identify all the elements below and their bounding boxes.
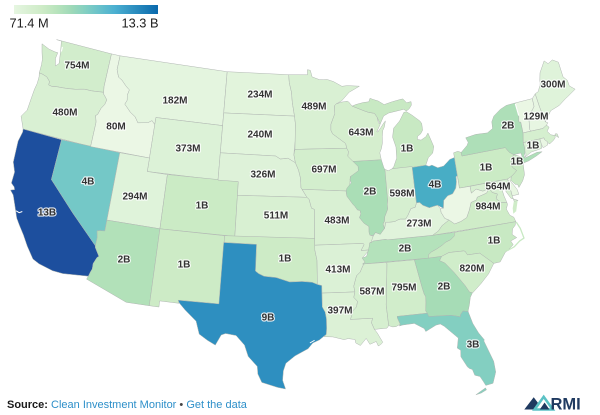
svg-text:1B: 1B	[527, 141, 540, 152]
svg-text:483M: 483M	[324, 216, 349, 227]
svg-text:2B: 2B	[364, 187, 377, 198]
svg-text:234M: 234M	[247, 90, 272, 101]
svg-text:1B: 1B	[488, 236, 501, 247]
svg-text:564M: 564M	[485, 182, 510, 193]
svg-text:511M: 511M	[264, 211, 288, 222]
svg-text:13B: 13B	[38, 208, 56, 219]
svg-text:4B: 4B	[82, 177, 95, 188]
svg-text:182M: 182M	[162, 96, 187, 107]
svg-text:397M: 397M	[327, 306, 352, 317]
svg-text:294M: 294M	[122, 192, 147, 203]
svg-text:643M: 643M	[348, 128, 373, 139]
svg-text:2B: 2B	[438, 282, 451, 293]
svg-text:129M: 129M	[523, 112, 548, 123]
svg-text:587M: 587M	[359, 287, 384, 298]
svg-text:RMI: RMI	[551, 395, 581, 413]
svg-text:240M: 240M	[247, 130, 272, 141]
svg-text:Source: Clean Investment Monit: Source: Clean Investment Monitor • Get t…	[7, 399, 248, 411]
svg-text:13.3 B: 13.3 B	[122, 16, 159, 31]
svg-text:820M: 820M	[459, 264, 484, 275]
svg-text:1B: 1B	[279, 254, 292, 265]
svg-text:2B: 2B	[399, 244, 412, 255]
svg-text:480M: 480M	[52, 108, 77, 119]
svg-text:2B: 2B	[502, 121, 515, 132]
svg-text:273M: 273M	[406, 219, 431, 230]
svg-text:9B: 9B	[262, 313, 275, 324]
svg-text:326M: 326M	[250, 170, 275, 181]
svg-text:489M: 489M	[301, 102, 326, 113]
svg-text:754M: 754M	[64, 61, 89, 72]
svg-text:1B: 1B	[196, 201, 209, 212]
svg-text:598M: 598M	[389, 189, 414, 200]
svg-text:373M: 373M	[175, 144, 200, 155]
svg-text:984M: 984M	[475, 202, 500, 213]
svg-text:795M: 795M	[391, 283, 416, 294]
svg-text:1B: 1B	[480, 163, 493, 174]
svg-text:300M: 300M	[540, 80, 565, 91]
svg-text:80M: 80M	[106, 122, 125, 133]
svg-text:1B: 1B	[511, 157, 524, 168]
svg-text:697M: 697M	[311, 165, 336, 176]
svg-text:2B: 2B	[118, 255, 131, 266]
svg-text:3B: 3B	[467, 340, 480, 351]
svg-text:4B: 4B	[429, 180, 442, 191]
svg-text:413M: 413M	[325, 265, 350, 276]
svg-text:71.4 M: 71.4 M	[10, 16, 49, 31]
svg-text:1B: 1B	[401, 144, 414, 155]
svg-text:1B: 1B	[178, 260, 191, 271]
